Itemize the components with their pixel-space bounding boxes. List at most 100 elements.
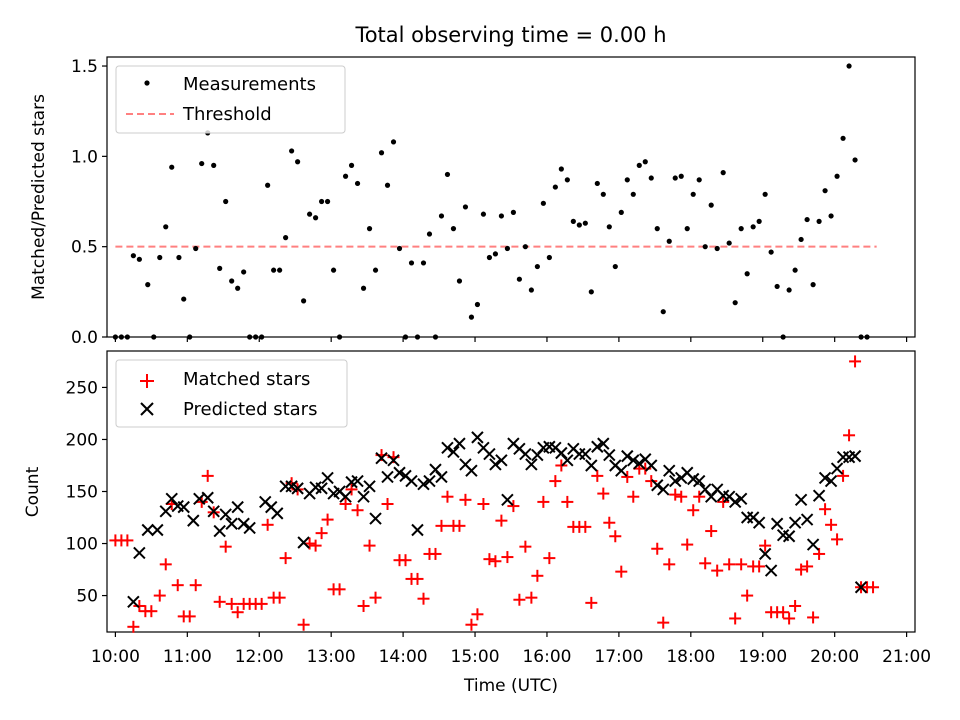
measurement-point bbox=[516, 276, 522, 282]
x-tick-label: 17:00 bbox=[594, 647, 643, 667]
matched-star-point bbox=[627, 490, 640, 503]
measurement-point bbox=[684, 226, 690, 232]
matched-star-point bbox=[693, 490, 706, 503]
measurement-point bbox=[780, 334, 786, 340]
matched-star-point bbox=[807, 611, 820, 624]
predicted-star-point bbox=[411, 523, 424, 537]
predicted-star-point bbox=[369, 512, 382, 525]
predicted-star-point bbox=[657, 483, 670, 496]
matched-star-point bbox=[705, 525, 718, 538]
predicted-star-point bbox=[127, 595, 140, 609]
measurement-point bbox=[306, 211, 313, 217]
predicted-star-point bbox=[483, 447, 496, 461]
matched-star-point bbox=[717, 495, 730, 508]
ratio-panel: Total observing time = 0.00 h 0.0 0.5 1.0 1… bbox=[29, 23, 916, 348]
matched-star-point bbox=[645, 475, 658, 488]
predicted-star-point bbox=[231, 500, 244, 514]
measurement-point bbox=[163, 224, 169, 230]
measurement-point bbox=[151, 334, 157, 340]
ratio-y-ticks: 0.0 0.5 1.0 1.5 bbox=[71, 57, 107, 348]
predicted-star-point bbox=[133, 546, 146, 560]
measurement-point bbox=[318, 198, 325, 205]
x-tick-label: 18:00 bbox=[666, 647, 715, 667]
measurement-point bbox=[259, 334, 265, 340]
predicted-star-point bbox=[633, 457, 646, 470]
predicted-star-point bbox=[561, 454, 574, 467]
measurement-point bbox=[366, 226, 373, 232]
predicted-star-point bbox=[848, 449, 862, 463]
predicted-star-point bbox=[854, 581, 868, 594]
measurement-point bbox=[456, 278, 463, 284]
matched-star-point bbox=[615, 565, 628, 578]
matched-star-point bbox=[153, 589, 166, 602]
matched-star-point bbox=[213, 595, 226, 608]
measurement-point bbox=[564, 177, 570, 183]
measurement-point bbox=[486, 254, 493, 261]
predicted-star-point bbox=[141, 523, 154, 537]
matched-star-point bbox=[759, 539, 772, 552]
predicted-star-point bbox=[651, 479, 664, 492]
predicted-star-points bbox=[127, 431, 868, 609]
predicted-star-point bbox=[435, 470, 448, 484]
matched-star-point bbox=[351, 504, 364, 517]
matched-star-point bbox=[399, 554, 412, 567]
measurement-point bbox=[558, 166, 564, 172]
matched-star-point bbox=[477, 497, 490, 510]
measurement-point bbox=[654, 226, 660, 232]
count-y-tick-label: 100 bbox=[66, 535, 98, 555]
predicted-star-point bbox=[501, 493, 514, 507]
measurement-point bbox=[253, 334, 259, 340]
measurement-point bbox=[648, 175, 654, 181]
measurement-point bbox=[336, 334, 343, 340]
predicted-star-point bbox=[525, 458, 538, 471]
measurement-point bbox=[732, 300, 738, 306]
matched-star-point bbox=[723, 558, 736, 571]
predicted-star-point bbox=[663, 464, 676, 477]
measurement-point bbox=[774, 283, 780, 290]
measurement-point bbox=[582, 220, 588, 226]
predicted-star-point bbox=[151, 523, 164, 537]
measurement-point bbox=[756, 218, 762, 224]
x-tick-label: 19:00 bbox=[738, 647, 787, 667]
matched-star-point bbox=[363, 539, 376, 552]
predicted-star-point bbox=[339, 490, 352, 503]
matched-star-point bbox=[663, 558, 676, 571]
predicted-star-point bbox=[315, 482, 328, 495]
measurement-point bbox=[444, 171, 451, 178]
x-tick-label: 13:00 bbox=[307, 647, 356, 667]
measurement-point bbox=[612, 263, 618, 270]
predicted-star-point bbox=[585, 459, 598, 472]
measurement-point bbox=[588, 289, 594, 295]
matched-star-point bbox=[843, 429, 856, 442]
measurement-point bbox=[744, 271, 750, 277]
predicted-star-point bbox=[381, 470, 394, 484]
predicted-star-point bbox=[579, 447, 592, 461]
measurement-point bbox=[528, 287, 534, 293]
measurement-point bbox=[552, 184, 558, 190]
measurement-point bbox=[378, 150, 385, 156]
measurement-point bbox=[768, 249, 774, 255]
x-tick-label: 14:00 bbox=[379, 647, 428, 667]
matched-star-point bbox=[687, 504, 700, 517]
predicted-star-point bbox=[489, 458, 502, 471]
measurement-point bbox=[786, 287, 792, 293]
measurement-point bbox=[726, 240, 732, 246]
measurement-point bbox=[702, 244, 708, 250]
measurement-point bbox=[324, 198, 331, 205]
measurement-point bbox=[600, 191, 606, 197]
matched-star-point bbox=[531, 569, 544, 582]
measurement-point bbox=[468, 314, 475, 320]
matched-star-point bbox=[279, 552, 292, 565]
measurement-point bbox=[570, 218, 576, 224]
measurement-point bbox=[354, 180, 361, 187]
measurement-point bbox=[816, 218, 822, 224]
measurement-point bbox=[295, 159, 301, 165]
predicted-star-point bbox=[603, 448, 616, 462]
matched-star-point bbox=[453, 519, 466, 532]
measurement-point bbox=[546, 254, 552, 261]
measurement-point bbox=[762, 191, 768, 197]
matched-star-point bbox=[465, 618, 478, 631]
measurement-point bbox=[124, 334, 130, 340]
measurement-point bbox=[462, 204, 469, 210]
measurement-point bbox=[348, 162, 355, 168]
